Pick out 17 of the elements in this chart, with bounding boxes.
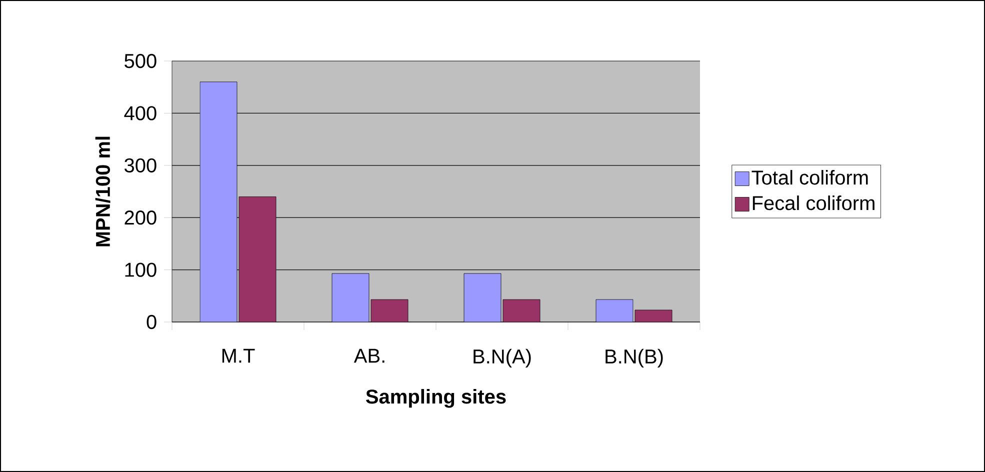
y-tick-label: 300 [124, 158, 156, 172]
y-tick-label: 0 [146, 314, 156, 330]
x-tick-label: AB. [354, 348, 384, 363]
x-axis-title: Sampling sites [366, 389, 506, 408]
bar [370, 299, 408, 322]
bar [502, 299, 540, 322]
y-tick-label: 500 [124, 54, 156, 68]
y-tick-label: 100 [125, 262, 156, 277]
x-tick-label: B.N(B) [606, 348, 663, 368]
bar [238, 196, 276, 322]
y-tick-label: 400 [124, 106, 156, 120]
legend-label: Total coliform [752, 170, 868, 185]
legend-label: Fecal coliform [752, 196, 874, 210]
x-tick-label: M.T [222, 348, 255, 363]
y-tick-label: 200 [124, 210, 156, 225]
y-axis-title: MPN/100 ml [95, 136, 110, 246]
x-tick-label: B.N(A) [474, 348, 531, 368]
